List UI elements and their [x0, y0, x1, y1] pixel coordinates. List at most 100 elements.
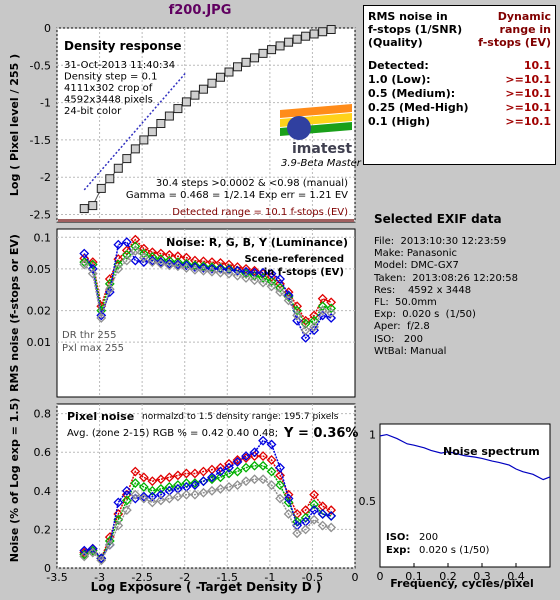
pixel-ytick-label: 0.2	[34, 523, 52, 536]
pixel-ytick-label: 0.8	[34, 408, 52, 421]
rms-point-G	[130, 241, 141, 252]
pixel-point-Y	[292, 528, 303, 539]
density-point	[122, 154, 132, 164]
density-stats-1: 30.4 steps >0.0002 & <0.98 (manual)	[156, 178, 348, 189]
rms-subtitle-2: in f-stops (EV)	[264, 267, 344, 278]
density-point	[258, 48, 268, 58]
rms-point-R	[198, 256, 209, 267]
pixel-point-G	[130, 478, 141, 489]
dr-row-label: 1.0 (Low):	[368, 73, 431, 86]
pixel-point-R	[258, 451, 268, 462]
rms-point-Y	[172, 261, 183, 272]
rms-point-R	[190, 255, 200, 266]
density-point	[326, 24, 336, 34]
rms-point-Y	[138, 252, 149, 263]
density-point	[105, 174, 115, 184]
rms-point-G	[79, 257, 90, 268]
pixel-point-R	[190, 468, 200, 479]
density-point	[250, 53, 260, 63]
rms-point-B	[181, 260, 192, 271]
rms-point-B	[198, 263, 209, 273]
pixel-noise-chart: -3.5 -3 -2.5 -2 -1.5 -1 -0.5 0 0 0.2 0.4 0.6 0.8 Pix…	[8, 398, 359, 594]
spectrum-xtick-label: 0.2	[439, 570, 457, 583]
pixel-point-Y	[121, 505, 132, 516]
pixel-point-B	[113, 497, 124, 508]
density-point	[207, 78, 217, 88]
rms-point-B	[113, 239, 124, 250]
spectrum-xlabel: Frequency, cycles/pixel	[390, 577, 534, 590]
dr-header-right: Dynamic range in f-stops (EV)	[478, 10, 551, 49]
rms-point-Y	[198, 265, 209, 276]
rms-point-B	[138, 257, 149, 268]
pixel-point-Y	[241, 476, 251, 487]
pixel-point-Y	[87, 547, 98, 558]
pixel-noise-norm: normalzd to 1.5 density range: 195.7 pix…	[142, 412, 339, 422]
imatest-logo: imatest 3.9-Beta Master	[280, 104, 362, 169]
density-point	[275, 41, 285, 51]
density-ytick-label: -2	[40, 171, 51, 184]
rms-point-R	[130, 234, 141, 245]
dr-header-left-3: (Quality)	[368, 36, 423, 49]
pixel-point-Y	[138, 493, 149, 504]
rms-point-Y	[266, 281, 277, 292]
rms-noise-chart: 0.1 0.05 0.02 0.01 Noise: R, G, B, Y (Lumin…	[8, 228, 356, 398]
density-point	[96, 183, 106, 193]
pixel-point-B	[155, 489, 166, 500]
pixel-point-Y	[317, 520, 328, 531]
dr-row-value: >=10.1	[505, 101, 551, 114]
pixel-xtick-label: -1	[264, 571, 275, 584]
pixel-point-G	[232, 466, 243, 477]
pixel-point-R	[181, 468, 192, 479]
pixel-point-G	[241, 462, 251, 473]
dynamic-range-table: RMS noise in f-stops (1/SNR) (Quality) D…	[363, 5, 556, 165]
rms-ylabel: RMS noise (f-stops or EV)	[8, 234, 21, 392]
rms-point-G	[87, 259, 98, 270]
rms-point-B	[172, 259, 183, 270]
rms-point-G	[309, 315, 320, 326]
density-info-line: 4592x3448 pixels	[64, 95, 153, 106]
pixel-point-G	[190, 478, 200, 489]
density-stats-2: Gamma = 0.468 = 1/2.14 Exp err = 1.21 EV	[126, 190, 348, 201]
spectrum-iso-label: ISO:	[386, 532, 409, 543]
density-point	[147, 127, 157, 137]
dr-header-right-2: range in	[499, 23, 551, 36]
rms-point-B	[275, 274, 285, 284]
logo-sphere	[287, 116, 311, 140]
dr-row-value: 10.1	[523, 59, 551, 72]
rms-point-G	[224, 263, 234, 274]
pixel-point-R	[309, 489, 320, 500]
dr-row-label: 0.25 (Med-High)	[368, 101, 469, 114]
rms-point-Y	[79, 259, 90, 270]
pixel-point-Y	[113, 520, 124, 531]
rms-point-B	[283, 290, 294, 301]
dr-row-high: 0.1 (High) >=10.1	[368, 115, 551, 129]
logo-subtitle: 3.9-Beta Master	[281, 158, 362, 169]
density-point	[318, 27, 328, 37]
pixel-point-R	[130, 466, 141, 477]
pixel-point-B	[224, 462, 234, 473]
rms-point-G	[207, 262, 217, 273]
pixel-point-Y	[275, 493, 285, 504]
rms-point-B	[121, 237, 132, 248]
pixel-point-R	[215, 462, 226, 473]
density-point	[164, 111, 174, 121]
spectrum-exp-value: 0.020 s (1/50)	[419, 545, 490, 556]
density-ytick-label: 0	[44, 22, 51, 35]
spectrum-xtick-label: 0.3	[473, 570, 491, 583]
rms-point-Y	[258, 277, 268, 288]
density-point	[79, 204, 89, 214]
page-title: f200.JPG	[168, 3, 232, 18]
rms-point-B	[300, 332, 311, 343]
pixel-point-B	[138, 491, 149, 502]
exif-row: ISO: 200	[374, 333, 423, 345]
pixel-point-G	[224, 468, 234, 479]
exif-row: Res: 4592 x 3448	[374, 284, 472, 296]
density-ylabel: Log ( Pixel level / 255 )	[8, 54, 21, 196]
rms-plot-area	[56, 228, 356, 398]
density-ytick-label: -1	[40, 97, 51, 110]
pixel-point-Y	[181, 489, 192, 500]
rms-point-G	[121, 249, 132, 260]
rms-point-R	[215, 257, 226, 268]
pixel-ylabel: Noise (% of Log exp = 1.5)	[8, 398, 21, 563]
dr-row-label: 0.5 (Medium):	[368, 87, 456, 100]
